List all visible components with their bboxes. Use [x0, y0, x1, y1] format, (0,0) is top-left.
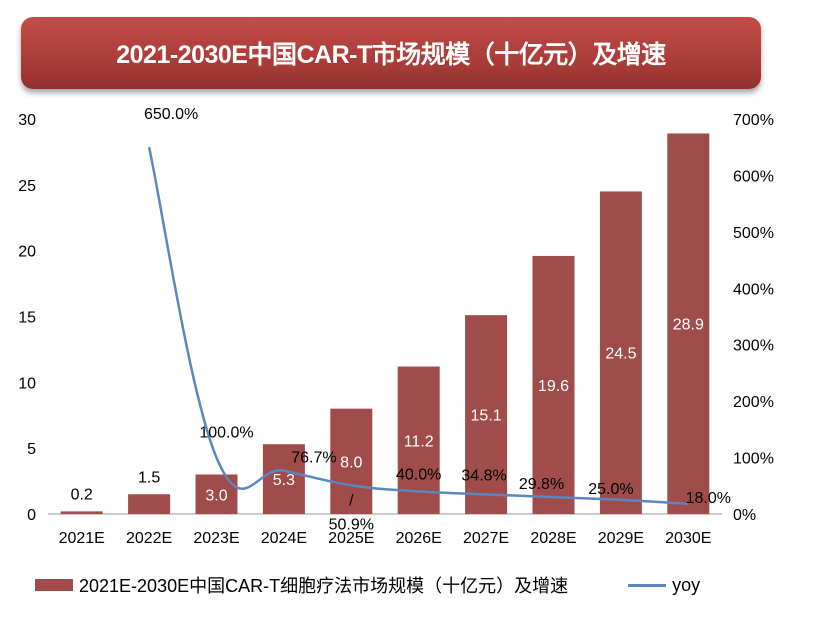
bar: [330, 408, 373, 514]
yoy-data-label: 50.9%: [329, 516, 374, 533]
bar: [599, 191, 642, 514]
y-right-tick: 300%: [733, 338, 774, 355]
bar-data-label: 5.3: [273, 472, 295, 489]
bar: [532, 255, 575, 514]
legend-label-line: yoy: [672, 574, 701, 595]
yoy-data-label: 40.0%: [396, 466, 441, 483]
bar-data-label: 15.1: [471, 408, 502, 425]
bar: [262, 444, 305, 514]
yoy-data-label: 100.0%: [199, 425, 253, 442]
y-left-tick: 25: [18, 178, 36, 195]
y-right-tick: 0%: [733, 507, 756, 524]
bar-data-label: 3.0: [205, 487, 227, 504]
y-right-tick: 500%: [733, 225, 774, 242]
x-tick-label: 2024E: [261, 530, 307, 547]
yoy-data-label: 76.7%: [291, 450, 336, 467]
bar-data-label: 19.6: [538, 378, 569, 395]
yoy-data-label: 18.0%: [686, 490, 731, 507]
x-tick-label: 2030E: [665, 530, 711, 547]
legend: 2021E-2030E中国CAR-T细胞疗法市场规模（十亿元）及增速 yoy: [35, 572, 700, 598]
x-tick-label: 2025E: [328, 530, 374, 547]
y-left-tick: 20: [18, 244, 36, 261]
x-tick-label: 2029E: [598, 530, 644, 547]
y-right-tick: 600%: [733, 168, 774, 185]
bar: [128, 494, 171, 514]
x-tick-label: 2023E: [193, 530, 239, 547]
bar: [60, 511, 103, 514]
yoy-data-label: 650.0%: [144, 106, 198, 123]
bar-data-label: 8.0: [340, 454, 362, 471]
y-right-tick: 700%: [733, 112, 774, 129]
y-right-tick: 100%: [733, 451, 774, 468]
bar-data-label: 28.9: [673, 317, 704, 334]
bar-data-label: 11.2: [404, 433, 434, 450]
yoy-data-label: 34.8%: [461, 467, 506, 484]
y-left-tick: 5: [27, 441, 36, 458]
y-right-tick: 200%: [733, 394, 774, 411]
yoy-line: [147, 146, 689, 506]
legend-swatch-bar: [35, 579, 73, 591]
title-banner: 2021-2030E中国CAR-T市场规模（十亿元）及增速: [21, 17, 761, 89]
y-left-tick: 10: [18, 375, 36, 392]
legend-label-bar: 2021E-2030E中国CAR-T细胞疗法市场规模（十亿元）及增速: [79, 576, 569, 596]
x-tick-label: 2026E: [396, 530, 442, 547]
x-tick-label: 2022E: [126, 530, 172, 547]
legend-swatch-line: [628, 583, 667, 587]
yoy-label-separator: /: [349, 492, 354, 509]
chart-title: 2021-2030E中国CAR-T市场规模（十亿元）及增速: [116, 41, 666, 69]
yoy-data-label: 25.0%: [588, 481, 633, 498]
x-tick-label: 2021E: [59, 530, 105, 547]
yoy-data-label: 29.8%: [519, 476, 564, 493]
bar-data-label: 24.5: [605, 346, 636, 363]
y-right-tick: 400%: [733, 281, 774, 298]
y-left-tick: 0: [27, 507, 36, 524]
x-tick-label: 2028E: [530, 530, 576, 547]
bar: [667, 133, 710, 514]
y-left-tick: 30: [18, 112, 36, 129]
x-tick-label: 2027E: [463, 530, 509, 547]
y-left-tick: 15: [18, 310, 36, 327]
bar-data-label: 0.2: [71, 486, 93, 503]
bar-data-label: 1.5: [138, 469, 160, 486]
bar: [465, 315, 508, 514]
